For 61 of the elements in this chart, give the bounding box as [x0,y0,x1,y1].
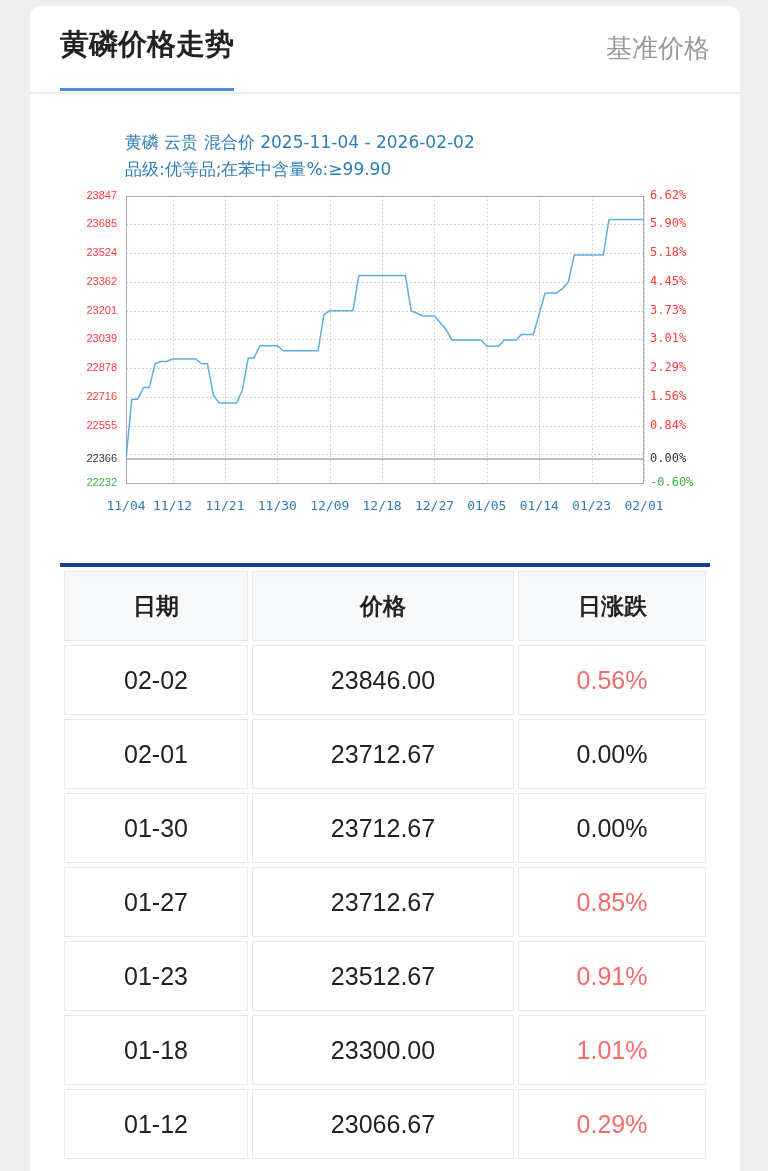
chart-title: 黄磷价格走势 [60,27,234,62]
data-label: 23512.67 [252,941,514,1011]
y2-tick-label: 6.62% [650,187,687,202]
x-tick-label: 11/30 [257,498,297,514]
y-tick-label: 23524 [86,246,117,259]
x-tick-label: 01/05 [467,498,507,514]
y2-tick-label: -0.60% [650,475,695,490]
data-label: 23712.67 [252,793,514,863]
x-tick-label: 12/09 [310,498,350,514]
y-tick-label: 23201 [86,303,117,316]
data-label: 23300.00 [252,1015,514,1085]
category-label: 01-27 [64,867,248,937]
text: 日涨跌 [518,571,706,641]
y2-tick-label: 3.73% [650,302,687,317]
y2-tick-label: 4.45% [650,274,687,289]
data-label: 1.01% [518,1015,706,1085]
data-label: 0.56% [518,645,706,715]
y-tick-label: 23685 [86,217,117,230]
x-tick-label: 11/12 [152,498,193,514]
data-label: 23712.67 [252,719,514,789]
data-label: 0.29% [518,1089,706,1159]
y2-tick-label: 2.29% [650,360,687,375]
y-tick-label: 22366 [86,452,117,465]
x-tick-label: 11/21 [205,498,245,514]
text: 基准价格 [606,32,710,65]
y-tick-label: 22878 [86,361,117,374]
y-tick-label: 23847 [86,188,117,201]
data-label: 0.00% [518,793,706,863]
x-tick-label: 01/23 [572,498,612,514]
y-tick-label: 23362 [86,274,117,287]
data-label: 23712.67 [252,867,514,937]
y-tick-label: 22555 [86,418,117,431]
data-label: 23846.00 [252,645,514,715]
category-label: 02-01 [64,719,248,789]
category-label: 01-30 [64,793,248,863]
y-tick-label: 22232 [86,476,117,489]
category-label: 01-12 [64,1089,248,1159]
category-label: 01-23 [64,941,248,1011]
text: 日期 [64,571,248,641]
category-label: 02-02 [64,645,248,715]
y-tick-label: 22716 [86,389,117,402]
x-tick-label: 12/18 [362,498,402,514]
y2-tick-label: 5.90% [650,216,687,231]
text: 品级:优等品;在苯中含量%:≥99.90 [125,158,392,181]
category-label: 01-18 [64,1015,248,1085]
data-label: 0.91% [518,941,706,1011]
x-tick-label: 11/04 [106,498,146,514]
x-tick-label: 01/14 [519,498,559,514]
y2-tick-label: 1.56% [650,389,687,404]
legend-label: 价格 [252,571,514,641]
y2-tick-label: 5.18% [650,245,687,260]
data-label: 23066.67 [252,1089,514,1159]
x-tick-label: 12/27 [414,498,455,514]
chart-subtitle: 黄磷 云贵 混合价 2025-11-04 - 2026-02-02 [125,132,475,153]
data-label: 0.00% [518,719,706,789]
y2-tick-label: 0.84% [650,417,687,432]
x-tick-label: 02/01 [624,498,664,514]
y2-tick-label: 0.00% [650,451,687,466]
y2-tick-label: 3.01% [650,331,687,346]
y-tick-label: 23039 [86,332,117,345]
data-label: 0.85% [518,867,706,937]
